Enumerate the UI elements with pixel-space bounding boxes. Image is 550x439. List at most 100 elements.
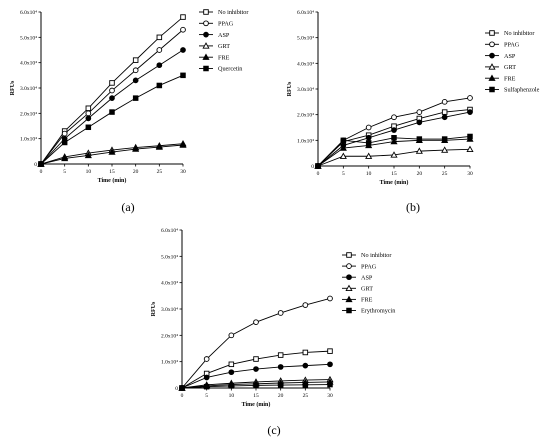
legend-label: Erythromycin [361,308,395,315]
y-axis-title: RFUs [151,301,157,316]
legend-label: GRT [504,64,516,71]
data-point [61,130,68,137]
legend-label: PPAG [504,42,520,49]
data-point [302,349,309,356]
y-tick-label: 3.0x10⁴ [20,86,37,92]
legend-marker [489,30,495,36]
y-tick-label: 5.0x10⁴ [297,36,314,42]
x-tick-label: 15 [391,171,397,177]
series-5 [38,72,186,167]
data-point [416,136,423,142]
data-point [339,144,347,151]
legend-marker [345,295,353,303]
x-tick-label: 30 [467,171,473,177]
y-tick-label: 1.0x10⁴ [297,138,314,144]
data-point [277,364,284,370]
data-point [228,332,235,339]
data-point [156,34,163,41]
legend-label: Sulfaphenzole [504,87,540,94]
y-tick-label: 3.0x10⁴ [161,307,178,313]
y-tick-label: 0 [311,164,314,170]
legend-label: ASP [218,32,230,39]
y-tick-label: 5.0x10⁴ [20,35,37,41]
legend-label: Quercetin [218,66,242,73]
data-point [179,141,187,148]
data-point [85,115,92,122]
legend-marker [345,284,353,291]
x-tick-label: 25 [442,171,448,177]
data-point [109,109,115,115]
data-point [339,152,347,159]
data-point [180,72,186,79]
data-point [277,352,284,358]
panel-label: (b) [406,200,420,214]
x-tick-label: 15 [253,393,259,399]
data-point [390,151,398,158]
y-tick-label: 3.0x10⁴ [297,87,314,93]
x-tick-label: 5 [342,171,345,177]
x-tick-label: 10 [229,393,235,399]
chart-panel-1: 0 5 10 15 20 25 30 0 1.0x10⁴ 2.0x10⁴ 3.0x10⁴ 4.0x10… [287,10,540,214]
legend: No inhibitor PPAG ASP GRT FRE Sulfaphenzole [485,30,540,94]
x-tick-label: 0 [40,169,43,175]
series-3 [314,145,474,169]
legend-marker [346,263,352,269]
x-tick-label: 25 [157,169,163,175]
y-tick-label: 6.0x10⁴ [297,10,314,16]
x-tick-label: 15 [109,169,115,175]
x-tick-label: 20 [417,171,423,177]
legend-label: GRT [218,43,230,50]
data-point [180,26,186,33]
data-point [228,361,235,368]
data-point [156,82,163,89]
y-tick-label: 1.0x10⁴ [161,360,178,366]
series-0 [179,348,333,391]
legend-marker [203,9,209,15]
data-point [441,146,449,153]
panel-label: (a) [121,200,134,214]
data-point [85,105,92,112]
y-tick-label: 2.0x10⁴ [20,111,37,117]
data-point [340,137,347,144]
x-tick-label: 10 [366,171,372,177]
legend-marker [488,63,496,70]
data-point [441,114,448,121]
data-point [61,139,68,146]
legend-label: FRE [504,75,516,82]
legend-marker [202,42,210,49]
legend-marker [346,307,352,314]
data-point [203,383,210,390]
data-point [109,80,115,86]
x-tick-label: 0 [317,171,320,177]
data-point [108,148,116,155]
data-point [228,369,235,376]
legend-label: FRE [361,297,373,304]
x-tick-label: 0 [181,393,184,399]
data-point [467,95,473,101]
data-point [156,62,163,69]
y-tick-label: 5.0x10⁴ [161,254,178,260]
data-point [155,143,163,150]
series-5 [315,133,473,169]
legend-marker [346,274,352,281]
data-point [277,382,284,388]
data-point [253,356,259,362]
data-point [156,47,163,53]
data-point [365,140,372,146]
x-tick-label: 20 [278,393,284,399]
legend-label: PPAG [218,21,234,28]
x-tick-label: 5 [63,169,66,175]
y-tick-label: 0 [34,162,37,168]
data-point [415,147,423,154]
chart-panel-2: 0 5 10 15 20 25 30 0 1.0x10⁴ 2.0x10⁴ 3.0x10⁴ 4.0x10… [151,228,395,437]
data-point [253,382,259,389]
x-tick-label: 10 [86,169,92,175]
y-tick-label: 4.0x10⁴ [297,61,314,67]
data-point [391,135,397,141]
legend-label: GRT [361,286,373,293]
data-point [390,137,398,145]
x-axis-title: Time (min) [242,401,271,408]
data-point [109,95,115,101]
legend: No inhibitor PPAG ASP GRT FRE Quercetin [199,9,248,73]
